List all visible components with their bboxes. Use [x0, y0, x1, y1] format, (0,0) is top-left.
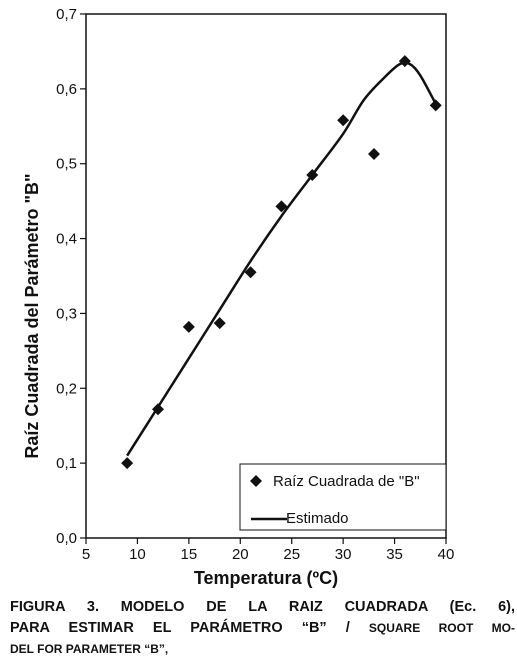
- y-tick-label: 0,7: [56, 6, 77, 23]
- data-point-diamond: [398, 55, 411, 68]
- plot-frame: [85, 13, 447, 539]
- y-tick-label: 0,0: [56, 530, 77, 547]
- estimated-curve: [126, 61, 437, 457]
- data-point-diamond: [368, 147, 380, 160]
- legend-label-estimated: Estimado: [286, 510, 349, 527]
- y-tick-label: 0,1: [56, 455, 77, 472]
- caption-line-1: FIGURA 3. MODELO DE LA RAIZ CUADRADA (Ec…: [10, 599, 515, 615]
- chart: 0,00,10,20,30,40,50,60,75 10 15 20 25 30 35 40 …: [22, 6, 454, 588]
- x-tick-label: 5: [82, 546, 90, 563]
- data-point-diamond: [306, 168, 319, 181]
- data-point-diamond: [337, 114, 350, 127]
- y-tick-label: 0,3: [56, 305, 77, 322]
- legend-diamond-icon: [250, 475, 262, 487]
- x-tick-label: 10: [129, 546, 146, 563]
- y-tick-label: 0,4: [56, 231, 77, 248]
- y-axis-title: Raíz Cuadrada del Parámetro "B": [22, 173, 42, 458]
- data-point-diamond: [244, 266, 257, 279]
- figure-caption: FIGURA 3. MODELO DE LA RAIZ CUADRADA (Ec…: [10, 597, 515, 660]
- x-tick-label: 20: [232, 546, 249, 563]
- data-point-diamond: [275, 200, 288, 213]
- data-point-diamond: [121, 457, 134, 470]
- x-tick-label: 30: [335, 546, 352, 563]
- x-tick-label: 25: [283, 546, 300, 563]
- y-tick-label: 0,5: [56, 156, 77, 173]
- legend-label-points: Raíz Cuadrada de "B": [273, 473, 420, 490]
- data-points: [121, 55, 442, 470]
- data-point-diamond: [152, 403, 164, 416]
- y-tick-label: 0,6: [56, 81, 77, 98]
- caption-line-3: DEL FOR PARAMETER “B”,: [10, 642, 169, 656]
- data-point-diamond: [213, 317, 226, 330]
- caption-line-2-small: SQUARE ROOT MO-: [368, 621, 516, 635]
- legend: Raíz Cuadrada de "B" Estimado: [239, 463, 447, 531]
- estimated-line: [126, 61, 437, 457]
- axis-ticks: 0,0 0,1 0,2 0,3 0,4 0,5 0,6 0,7 5 10 15 20 25 30 35 40: [56, 6, 454, 563]
- caption-line-2: PARA ESTIMAR EL PARÁMETRO “B” / SQUARE R…: [10, 618, 515, 639]
- x-tick-label: 40: [438, 546, 455, 563]
- x-tick-label: 15: [181, 546, 198, 563]
- x-tick-label: 35: [386, 546, 403, 563]
- x-axis-title: Temperatura (ºC): [194, 568, 338, 588]
- caption-line-2-main: PARA ESTIMAR EL PARÁMETRO “B” /: [10, 620, 369, 636]
- data-point-diamond: [182, 320, 195, 333]
- data-point-diamond: [429, 99, 442, 112]
- y-tick-label: 0,2: [56, 380, 77, 397]
